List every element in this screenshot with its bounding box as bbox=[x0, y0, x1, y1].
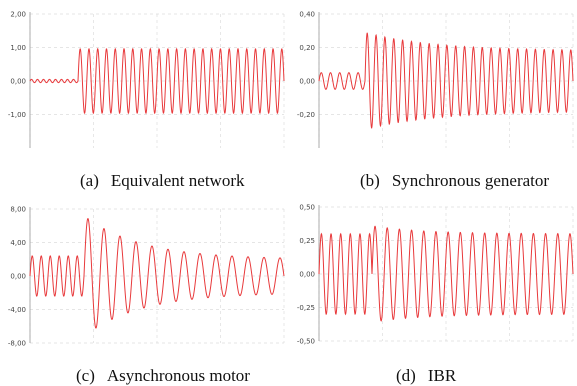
chart-d-ytick-3: -0,25 bbox=[297, 304, 315, 312]
chart-c: 8,00 4,00 0,00 -4,00 -8,00 bbox=[0, 198, 288, 358]
caption-b-text: Synchronous generator bbox=[391, 171, 550, 190]
caption-a-tag: (a) bbox=[80, 171, 99, 190]
caption-d-tag: (d) bbox=[396, 366, 416, 385]
chart-d-series-line bbox=[318, 225, 574, 322]
caption-c-text: Asynchronous motor bbox=[106, 366, 250, 385]
chart-c-ytick-2: 0,00 bbox=[10, 273, 26, 281]
caption-d-text: IBR bbox=[427, 366, 457, 385]
chart-b-svg: 0,40 0,20 0,00 -0,20 bbox=[297, 11, 574, 148]
caption-a-text: Equivalent network bbox=[110, 171, 245, 190]
chart-b-ytick-1: 0,20 bbox=[299, 44, 315, 52]
chart-a-svg: 2,00 1,00 0,00 -1,00 bbox=[8, 11, 285, 148]
chart-c-ytick-4: -8,00 bbox=[8, 340, 26, 348]
caption-b-tag: (b) bbox=[360, 171, 380, 190]
chart-a-ytick-3: -1,00 bbox=[8, 111, 26, 119]
caption-c: (c) Asynchronous motor bbox=[76, 366, 250, 386]
chart-c-ytick-1: 4,00 bbox=[10, 239, 26, 247]
chart-a: 2,00 1,00 0,00 -1,00 bbox=[0, 0, 288, 160]
chart-c-ytick-0: 8,00 bbox=[10, 206, 26, 214]
chart-b-ytick-0: 0,40 bbox=[299, 11, 315, 19]
chart-c-svg: 8,00 4,00 0,00 -4,00 -8,00 bbox=[8, 206, 285, 348]
chart-a-ytick-0: 2,00 bbox=[10, 11, 26, 19]
chart-d-ytick-4: -0,50 bbox=[297, 338, 315, 346]
chart-a-ytick-2: 0,00 bbox=[10, 78, 26, 86]
caption-c-tag: (c) bbox=[76, 366, 95, 385]
chart-d-ytick-1: 0,25 bbox=[299, 237, 315, 245]
chart-d: 0,50 0,25 0,00 -0,25 -0,50 bbox=[289, 198, 577, 358]
chart-b-ytick-3: -0,20 bbox=[297, 111, 315, 119]
caption-b: (b) Synchronous generator bbox=[360, 171, 549, 191]
caption-a: (a) Equivalent network bbox=[80, 171, 244, 191]
chart-b: 0,40 0,20 0,00 -0,20 bbox=[289, 0, 577, 160]
chart-a-ytick-1: 1,00 bbox=[10, 44, 26, 52]
chart-c-series-line bbox=[29, 218, 285, 329]
chart-a-series-line bbox=[29, 47, 285, 115]
chart-c-ytick-3: -4,00 bbox=[8, 306, 26, 314]
chart-b-ytick-2: 0,00 bbox=[299, 78, 315, 86]
chart-d-svg: 0,50 0,25 0,00 -0,25 -0,50 bbox=[297, 204, 574, 346]
caption-d: (d) IBR bbox=[396, 366, 456, 386]
chart-d-ytick-0: 0,50 bbox=[299, 204, 315, 212]
chart-d-ytick-2: 0,00 bbox=[299, 271, 315, 279]
chart-b-series-line bbox=[318, 32, 574, 129]
